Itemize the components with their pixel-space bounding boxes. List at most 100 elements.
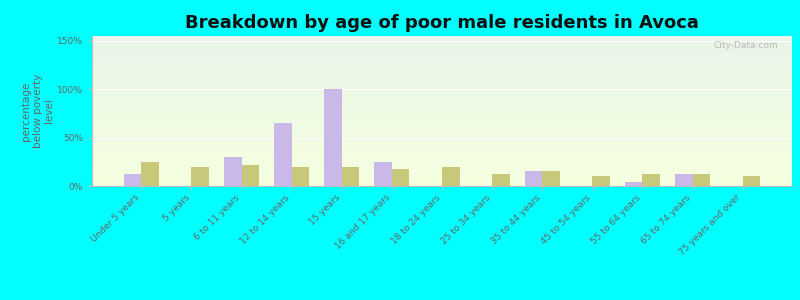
Bar <box>92 49 792 50</box>
Bar <box>92 115 792 116</box>
Bar <box>92 44 792 45</box>
Bar <box>92 82 792 83</box>
Bar <box>92 180 792 181</box>
Bar <box>92 147 792 148</box>
Bar <box>92 163 792 164</box>
Bar <box>92 134 792 135</box>
Bar <box>92 116 792 117</box>
Bar <box>92 76 792 77</box>
Bar <box>92 159 792 160</box>
Bar <box>92 161 792 162</box>
Bar <box>92 96 792 97</box>
Bar <box>274 123 292 186</box>
Bar <box>92 92 792 93</box>
Bar <box>92 69 792 70</box>
Bar <box>92 61 792 62</box>
Bar <box>92 101 792 102</box>
Bar <box>92 78 792 79</box>
Bar <box>92 94 792 95</box>
Text: City-Data.com: City-Data.com <box>714 40 778 50</box>
Bar <box>92 112 792 113</box>
Bar <box>92 90 792 91</box>
Bar <box>92 77 792 78</box>
Bar <box>92 53 792 54</box>
Bar <box>92 184 792 185</box>
Bar <box>92 123 792 124</box>
Bar <box>92 153 792 154</box>
Bar <box>92 97 792 98</box>
Bar <box>92 114 792 115</box>
Bar <box>92 82 792 83</box>
Title: Breakdown by age of poor male residents in Avoca: Breakdown by age of poor male residents … <box>185 14 699 32</box>
Bar <box>92 118 792 119</box>
Bar <box>92 140 792 141</box>
Bar <box>92 113 792 114</box>
Bar <box>92 125 792 126</box>
Bar <box>92 177 792 178</box>
Bar <box>92 176 792 177</box>
Bar <box>392 169 410 186</box>
Bar <box>92 122 792 123</box>
Bar <box>92 164 792 165</box>
Bar <box>92 120 792 121</box>
Bar <box>92 142 792 143</box>
Bar <box>492 174 510 186</box>
Bar <box>92 138 792 139</box>
Bar <box>92 181 792 182</box>
Bar <box>675 174 693 186</box>
Bar <box>92 38 792 39</box>
Bar <box>92 143 792 144</box>
Bar <box>92 172 792 173</box>
Bar <box>324 89 342 186</box>
Bar <box>693 174 710 186</box>
Bar <box>92 48 792 49</box>
Bar <box>92 110 792 111</box>
Bar <box>92 130 792 131</box>
Bar <box>92 157 792 158</box>
Bar <box>92 87 792 88</box>
Bar <box>92 88 792 89</box>
Bar <box>525 172 542 186</box>
Bar <box>292 167 310 186</box>
Bar <box>92 126 792 127</box>
Bar <box>92 171 792 172</box>
Bar <box>92 129 792 130</box>
Bar <box>92 132 792 133</box>
Bar <box>92 152 792 153</box>
Bar <box>642 174 660 186</box>
Bar <box>92 72 792 73</box>
Bar <box>92 139 792 140</box>
Bar <box>92 80 792 81</box>
Bar <box>191 167 209 186</box>
Bar <box>92 85 792 86</box>
Bar <box>92 105 792 106</box>
Bar <box>92 148 792 149</box>
Bar <box>92 154 792 155</box>
Bar <box>92 146 792 147</box>
Bar <box>92 93 792 94</box>
Bar <box>92 165 792 166</box>
Bar <box>92 59 792 60</box>
Bar <box>92 119 792 120</box>
Bar <box>92 109 792 110</box>
Bar <box>92 46 792 47</box>
Bar <box>92 54 792 55</box>
Bar <box>92 57 792 58</box>
Bar <box>92 102 792 103</box>
Bar <box>92 99 792 100</box>
Bar <box>142 162 159 186</box>
Bar <box>342 167 359 186</box>
Bar <box>242 165 259 186</box>
Bar <box>92 121 792 122</box>
Bar <box>442 167 459 186</box>
Bar <box>224 157 242 186</box>
Bar <box>92 84 792 85</box>
Bar <box>92 182 792 183</box>
Bar <box>92 169 792 170</box>
Bar <box>92 68 792 69</box>
Bar <box>92 58 792 59</box>
Bar <box>92 47 792 48</box>
Bar <box>92 133 792 134</box>
Bar <box>92 89 792 90</box>
Bar <box>92 103 792 104</box>
